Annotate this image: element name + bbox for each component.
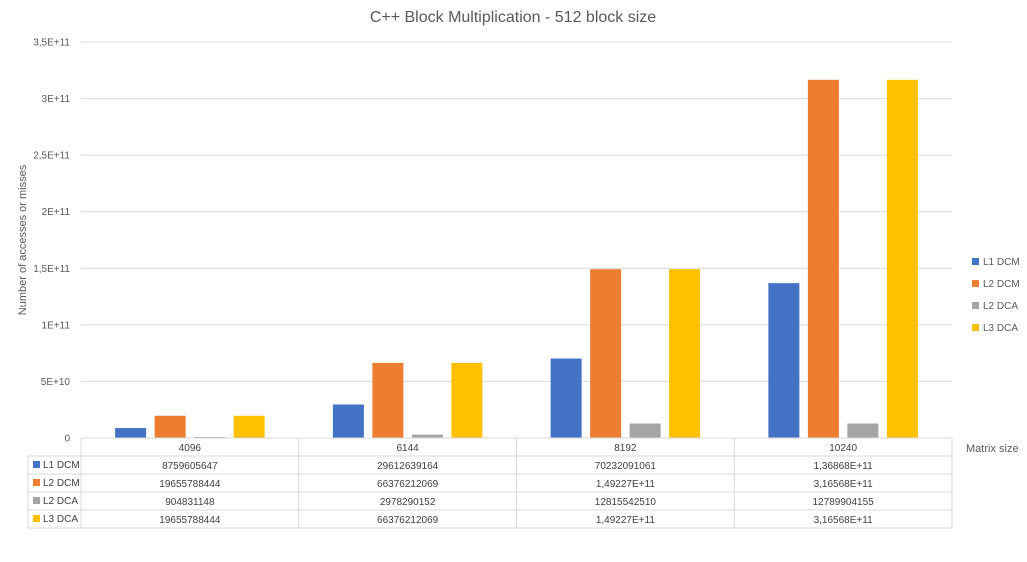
y-tick-label: 1,5E+11 (33, 264, 70, 275)
bar (768, 283, 800, 438)
table-series-name: L2 DCA (43, 496, 78, 507)
table-legend-key (33, 515, 40, 522)
bars (115, 79, 918, 438)
table-cell-value: 19655788444 (159, 515, 221, 526)
table-cell-value: 19655788444 (159, 479, 221, 490)
y-tick-label: 3E+11 (42, 94, 71, 105)
table-cell-value: 2978290152 (380, 497, 436, 508)
table-legend-key (33, 497, 40, 504)
table-cell-value: 1,49227E+11 (596, 515, 655, 526)
table-legend-key (33, 479, 40, 486)
gridlines (81, 41, 952, 439)
table-cell-value: 1,36868E+11 (814, 461, 873, 472)
chart-title: C++ Block Multiplication - 512 block siz… (370, 9, 656, 26)
table-cell-value: 66376212069 (377, 479, 439, 490)
y-tick-label: 2E+11 (42, 207, 71, 218)
bar (451, 362, 483, 438)
table-series-name: L1 DCM (43, 460, 80, 471)
bar (847, 423, 879, 438)
table-series-name: L2 DCM (43, 478, 80, 489)
legend-swatch (972, 302, 979, 309)
x-category-label: 6144 (397, 443, 420, 454)
table-cell-value: 3,16568E+11 (814, 479, 873, 490)
bar (194, 436, 226, 438)
bar (332, 404, 364, 438)
legend-swatch (972, 280, 979, 287)
legend-swatch (972, 258, 979, 265)
bar (372, 362, 404, 438)
table-cell-value: 904831148 (165, 497, 215, 508)
bar (669, 269, 701, 438)
table-cell-value: 66376212069 (377, 515, 439, 526)
data-table: 4096 6144 8192 10240 L1 DCM 8759605647 2961263… (27, 437, 953, 529)
y-tick-label: 1E+11 (42, 320, 71, 331)
legend: L1 DCM L2 DCM L2 DCA L3 DCA (972, 257, 1020, 334)
bar (233, 415, 265, 438)
bar (886, 79, 918, 438)
x-category-label: 4096 (179, 443, 202, 454)
bar (550, 358, 582, 438)
legend-label: L2 DCA (983, 301, 1018, 312)
legend-label: L1 DCM (983, 257, 1020, 268)
table-cell-value: 8759605647 (162, 461, 218, 472)
table-series-name: L3 DCA (43, 514, 78, 525)
y-tick-label: 3,5E+11 (33, 38, 70, 49)
x-category-label: 8192 (614, 443, 637, 454)
legend-label: L3 DCA (983, 323, 1018, 334)
table-cell-value: 12815542510 (595, 497, 657, 508)
legend-label: L2 DCM (983, 279, 1020, 290)
legend-swatch (972, 324, 979, 331)
bar (629, 423, 661, 438)
bar (590, 269, 622, 438)
bar (154, 415, 186, 438)
table-cell-value: 70232091061 (595, 461, 657, 472)
y-tick-label: 0 (64, 434, 70, 445)
table-legend-key (33, 461, 40, 468)
bar (411, 434, 443, 438)
bar (807, 79, 839, 438)
y-axis-ticks: 0 5E+10 1E+11 1,5E+11 2E+11 2,5E+11 3E+11 3,5E+… (33, 38, 70, 445)
table-cell-value: 1,49227E+11 (596, 479, 655, 490)
y-axis-label: Number of accesses or misses (17, 164, 29, 315)
table-cell-value: 12789904155 (813, 497, 875, 508)
table-cell-value: 3,16568E+11 (814, 515, 873, 526)
bar (115, 428, 147, 438)
y-tick-label: 5E+10 (41, 377, 71, 388)
x-category-label: 10240 (829, 443, 857, 454)
y-tick-label: 2,5E+11 (33, 151, 70, 162)
x-axis-label: Matrix size (966, 443, 1019, 455)
table-cell-value: 29612639164 (377, 461, 439, 472)
